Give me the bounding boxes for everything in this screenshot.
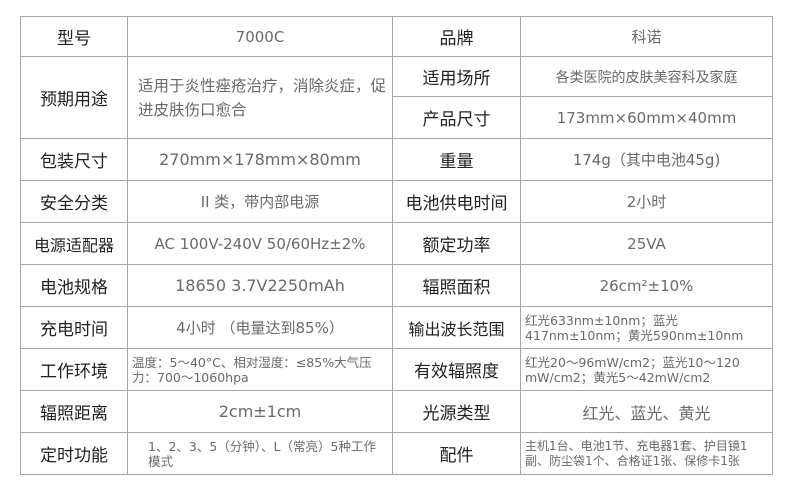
value-brand: 科诺 xyxy=(520,16,773,57)
label-product-size: 产品尺寸 xyxy=(392,96,521,139)
label-weight: 重量 xyxy=(392,138,521,181)
value-power-adapter: AC 100V-240V 50/60Hz±2% xyxy=(127,222,393,265)
table-row: 工作环境 温度：5～40°C、相对湿度：≤85%大气压力：700～1060hpa… xyxy=(20,348,773,391)
value-applicable-place: 各类医院的皮肤美容科及家庭 xyxy=(520,56,773,97)
label-charge-time: 充电时间 xyxy=(20,306,128,349)
value-package-size: 270mm×178mm×80mm xyxy=(127,138,393,181)
label-applicable-place: 适用场所 xyxy=(392,56,521,97)
table-row: 预期用途 适用于炎性痤疮治疗，消除炎症，促进皮肤伤口愈合 适用场所 各类医院的皮… xyxy=(20,56,773,139)
value-intended-use: 适用于炎性痤疮治疗，消除炎症，促进皮肤伤口愈合 xyxy=(127,56,393,139)
table-row: 产品尺寸 173mm×60mm×40mm xyxy=(21,96,773,139)
label-environment: 工作环境 xyxy=(20,348,128,391)
value-battery-spec: 18650 3.7V2250mAh xyxy=(127,264,393,307)
value-safety-class: II 类，带内部电源 xyxy=(127,180,393,223)
table-row: 辐照距离 2cm±1cm 光源类型 红光、蓝光、黄光 xyxy=(20,390,773,433)
label-safety-class: 安全分类 xyxy=(20,180,128,223)
value-light-type: 红光、蓝光、黄光 xyxy=(520,390,773,433)
table-row: 电池规格 18650 3.7V2250mAh 辐照面积 26cm²±10% xyxy=(20,264,773,307)
value-accessories: 主机1台、电池1节、充电器1套、护目镜1副、防尘袋1个、合格证1张、保修卡1张 xyxy=(520,432,773,475)
value-distance: 2cm±1cm xyxy=(127,390,393,433)
label-accessories: 配件 xyxy=(392,432,521,475)
value-wavelength: 红光633nm±10nm；蓝光417nm±10nm；黄光590nm±10nm xyxy=(520,306,773,349)
table-row: 电源适配器 AC 100V-240V 50/60Hz±2% 额定功率 25VA xyxy=(20,222,773,265)
value-rated-power: 25VA xyxy=(520,222,773,265)
spec-table: 型号 7000C 品牌 科诺 预期用途 适用于炎性痤疮治疗，消除炎症，促进皮肤伤… xyxy=(20,16,773,475)
value-irradiance: 红光20～96mW/cm2；蓝光10～120 mW/cm2；黄光5～42mW/c… xyxy=(520,348,773,391)
table-row: 定时功能 1、2、3、5（分钟）、L（常亮）5种工作模式 配件 主机1台、电池1… xyxy=(20,432,773,475)
table-row: 充电时间 4小时 （电量达到85%） 输出波长范围 红光633nm±10nm；蓝… xyxy=(20,306,773,349)
value-product-size: 173mm×60mm×40mm xyxy=(520,96,773,139)
value-irradiation-area: 26cm²±10% xyxy=(520,264,773,307)
label-battery-time: 电池供电时间 xyxy=(392,180,521,223)
label-irradiation-area: 辐照面积 xyxy=(392,264,521,307)
label-power-adapter: 电源适配器 xyxy=(20,222,128,265)
label-intended-use: 预期用途 xyxy=(20,56,128,139)
table-row: 安全分类 II 类，带内部电源 电池供电时间 2小时 xyxy=(20,180,773,223)
label-rated-power: 额定功率 xyxy=(392,222,521,265)
value-timer: 1、2、3、5（分钟）、L（常亮）5种工作模式 xyxy=(127,432,393,475)
label-distance: 辐照距离 xyxy=(20,390,128,433)
value-model: 7000C xyxy=(127,16,393,57)
label-timer: 定时功能 xyxy=(20,432,128,475)
value-weight: 174g（其中电池45g) xyxy=(520,138,773,181)
value-environment: 温度：5～40°C、相对湿度：≤85%大气压力：700～1060hpa xyxy=(127,348,393,391)
label-wavelength: 输出波长范围 xyxy=(392,306,521,349)
label-package-size: 包装尺寸 xyxy=(20,138,128,181)
table-row: 型号 7000C 品牌 科诺 xyxy=(20,16,773,57)
table-row: 包装尺寸 270mm×178mm×80mm 重量 174g（其中电池45g) xyxy=(20,138,773,181)
label-battery-spec: 电池规格 xyxy=(20,264,128,307)
value-battery-time: 2小时 xyxy=(520,180,773,223)
label-model: 型号 xyxy=(20,16,128,57)
label-light-type: 光源类型 xyxy=(392,390,521,433)
label-brand: 品牌 xyxy=(392,16,521,57)
value-charge-time: 4小时 （电量达到85%） xyxy=(127,306,393,349)
label-irradiance: 有效辐照度 xyxy=(392,348,521,391)
